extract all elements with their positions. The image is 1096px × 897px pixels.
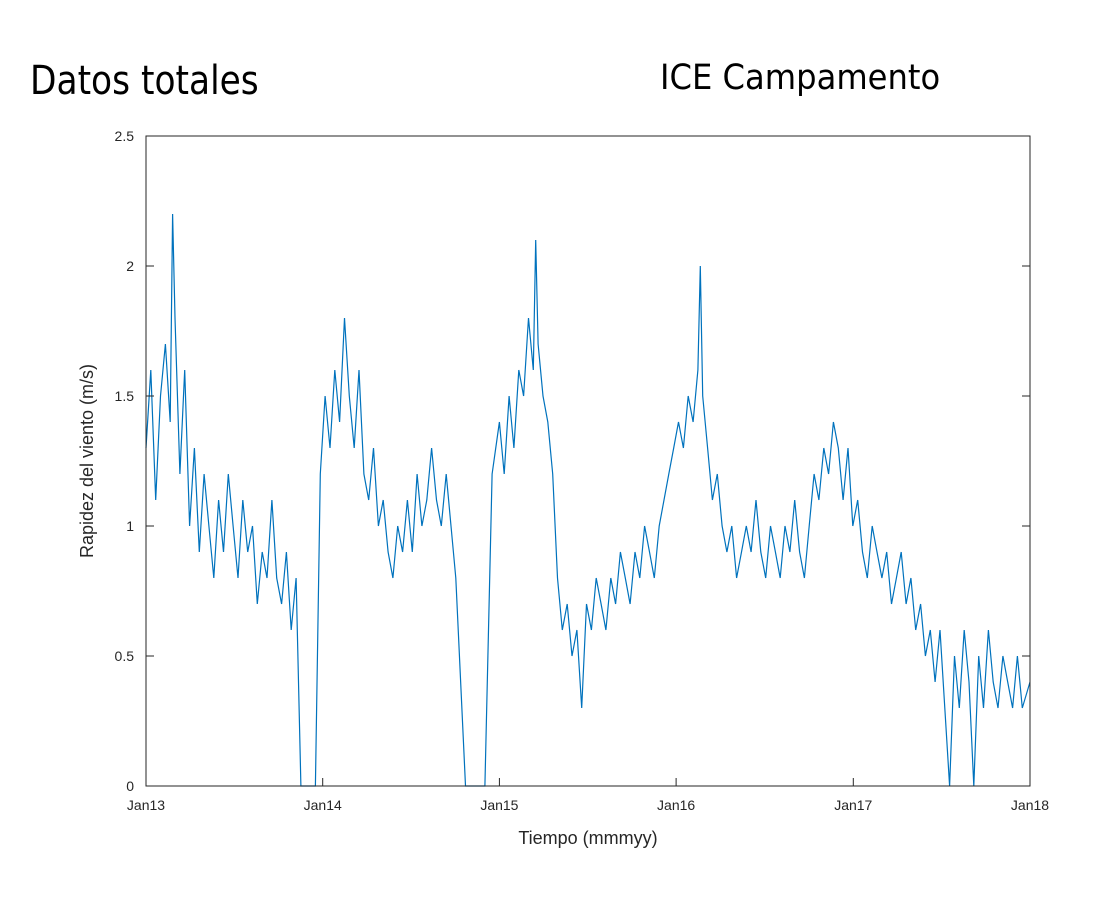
- y-tick-label: 1.5: [115, 388, 135, 404]
- x-tick-label: Jan16: [657, 797, 695, 813]
- y-tick-label: 2: [126, 258, 134, 274]
- chart-title-left: Datos totales: [30, 58, 259, 104]
- y-tick-label: 1: [126, 518, 134, 534]
- x-tick-label: Jan17: [834, 797, 872, 813]
- y-axis-label: Rapidez del viento (m/s): [77, 364, 97, 558]
- y-tick-label: 0.5: [115, 648, 135, 664]
- series-line-wind-speed: [145, 213, 1031, 787]
- y-axis-ticks: 0 0.5 1 1.5 2 2.5: [115, 128, 1030, 794]
- x-axis-ticks: Jan13 Jan14 Jan15 Jan16 Jan17 Jan18: [127, 778, 1049, 813]
- y-tick-label: 2.5: [115, 128, 135, 144]
- x-axis-label: Tiempo (mmmyy): [518, 828, 657, 848]
- x-tick-label: Jan15: [480, 797, 518, 813]
- chart-title-right: ICE Campamento: [660, 58, 941, 98]
- plot-frame: [145, 135, 1031, 787]
- y-tick-label: 0: [126, 778, 134, 794]
- x-tick-label: Jan18: [1011, 797, 1049, 813]
- x-tick-label: Jan13: [127, 797, 165, 813]
- x-tick-label: Jan14: [304, 797, 342, 813]
- plot-area: [146, 136, 1030, 786]
